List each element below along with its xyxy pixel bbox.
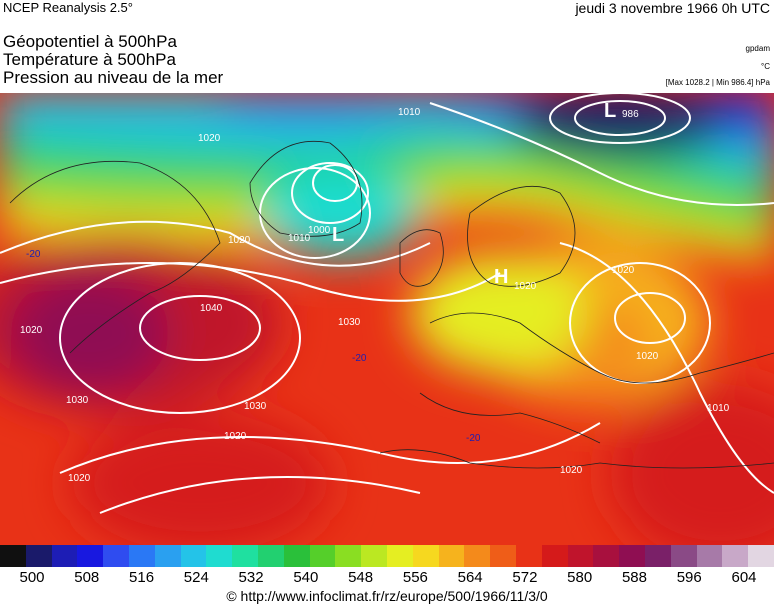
map-label: 1000 bbox=[308, 225, 331, 236]
pressure-labels: 986 1010 1020 1000 1010 1020 1030 1040 1… bbox=[20, 107, 730, 484]
map-label: 1020 bbox=[68, 473, 91, 484]
map-label: 1020 bbox=[514, 281, 537, 292]
colorbar-tick-label: 564 bbox=[457, 569, 483, 586]
map-label: 1020 bbox=[636, 351, 659, 362]
colorbar-swatch bbox=[438, 545, 465, 567]
colorbar-swatch bbox=[593, 545, 620, 567]
colorbar-tick-label: 508 bbox=[74, 569, 100, 586]
colorbar-swatch bbox=[128, 545, 155, 567]
colorbar-tick-label: 532 bbox=[238, 569, 264, 586]
title-pressure: Pression au niveau de la mer bbox=[3, 68, 224, 87]
colorbar-tick-label: 500 bbox=[19, 569, 45, 586]
colorbar-swatch bbox=[722, 545, 749, 567]
map-label: -20 bbox=[26, 249, 41, 260]
colorbar-swatch bbox=[361, 545, 387, 567]
unit-pressure: [Max 1028.2 | Min 986.4] hPa bbox=[665, 78, 770, 87]
map-label: 1020 bbox=[224, 431, 247, 442]
colorbar-swatch bbox=[541, 545, 568, 567]
colorbar-swatch bbox=[464, 545, 491, 567]
colorbar-swatch bbox=[206, 545, 233, 567]
colorbar-swatch bbox=[696, 545, 723, 567]
colorbar-swatch bbox=[283, 545, 310, 567]
colorbar-swatch bbox=[25, 545, 52, 567]
unit-temperature: °C bbox=[761, 62, 770, 71]
colorbar-tick-label: 580 bbox=[567, 569, 593, 586]
colorbar-tick-label: 588 bbox=[621, 569, 647, 586]
colorbar-tick-label: 516 bbox=[129, 569, 155, 586]
colorbar-swatch bbox=[180, 545, 207, 567]
colorbar-swatch bbox=[0, 545, 26, 567]
colorbar-swatch bbox=[103, 545, 129, 567]
colorbar-tick-label: 572 bbox=[512, 569, 538, 586]
colorbar-swatch bbox=[335, 545, 362, 567]
colorbar bbox=[0, 545, 774, 567]
map-label: 1010 bbox=[398, 107, 421, 118]
low-marker: L bbox=[332, 224, 344, 246]
colorbar-swatch bbox=[567, 545, 594, 567]
unit-geopotential: gpdam bbox=[745, 44, 770, 53]
map-label: 1030 bbox=[66, 395, 89, 406]
colorbar-tick-label: 604 bbox=[731, 569, 757, 586]
pressure-centers: L L H bbox=[332, 100, 616, 288]
colorbar-tick-label: 548 bbox=[348, 569, 374, 586]
colorbar-swatch bbox=[515, 545, 542, 567]
map-label: 1020 bbox=[20, 325, 43, 336]
weather-map: 986 1010 1020 1000 1010 1020 1030 1040 1… bbox=[0, 93, 774, 545]
map-label: 1040 bbox=[200, 303, 223, 314]
colorbar-tick-label: 596 bbox=[676, 569, 702, 586]
map-label: 1020 bbox=[228, 235, 251, 246]
low-marker: L bbox=[604, 100, 616, 122]
colorbar-swatch bbox=[51, 545, 78, 567]
credit-link[interactable]: © http://www.infoclimat.fr/rz/europe/500… bbox=[226, 588, 548, 604]
map-label: 1020 bbox=[560, 465, 583, 476]
source-label: NCEP Reanalysis 2.5° bbox=[3, 0, 133, 15]
map-label: 1010 bbox=[707, 403, 730, 414]
map-label: -20 bbox=[352, 353, 367, 364]
colorbar-swatch bbox=[154, 545, 181, 567]
date-label: jeudi 3 novembre 1966 0h UTC bbox=[575, 0, 770, 16]
colorbar-swatch bbox=[748, 545, 774, 567]
map-label: -20 bbox=[466, 433, 481, 444]
colorbar-tick-label: 556 bbox=[402, 569, 428, 586]
colorbar-swatch bbox=[232, 545, 258, 567]
temperature-labels: -20 -20 -20 bbox=[26, 249, 481, 444]
colorbar-tick-label: 524 bbox=[183, 569, 209, 586]
map-label: 1010 bbox=[288, 233, 311, 244]
high-marker: H bbox=[494, 266, 508, 288]
colorbar-swatch bbox=[77, 545, 104, 567]
colorbar-tick-label: 540 bbox=[293, 569, 319, 586]
colorbar-ticks: 500 508 516 524 532 540 548 556 564 572 580 588 596 6… bbox=[0, 569, 774, 589]
colorbar-swatch bbox=[670, 545, 697, 567]
colorbar-swatch bbox=[490, 545, 516, 567]
colorbar-swatch bbox=[309, 545, 336, 567]
colorbar-swatch bbox=[412, 545, 439, 567]
coastlines bbox=[9, 140, 774, 469]
title-geopotential: Géopotentiel à 500hPa bbox=[3, 32, 177, 51]
colorbar-swatch bbox=[644, 545, 671, 567]
map-label: 1020 bbox=[198, 133, 221, 144]
title-temperature: Température à 500hPa bbox=[3, 50, 176, 69]
isobars bbox=[0, 93, 774, 514]
geopotential-field bbox=[0, 93, 774, 545]
map-label: 1030 bbox=[244, 401, 267, 412]
colorbar-swatch bbox=[257, 545, 284, 567]
map-label: 1020 bbox=[612, 265, 635, 276]
colorbar-swatch bbox=[386, 545, 413, 567]
map-label: 986 bbox=[622, 109, 639, 120]
map-label: 1030 bbox=[338, 317, 361, 328]
colorbar-swatch bbox=[619, 545, 645, 567]
